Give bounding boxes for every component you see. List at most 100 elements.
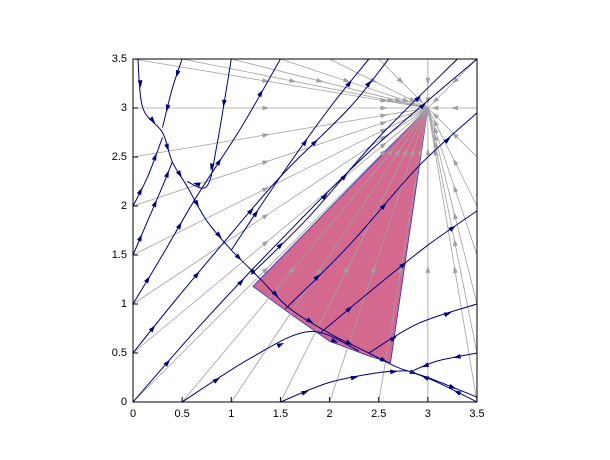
trajectory-arrow [212,377,220,384]
trajectory-arrow [379,202,387,210]
ray [280,107,429,403]
trajectory-arrow [175,69,181,78]
y-tick-label: 1 [121,298,127,310]
trajectory-arrow [421,362,430,368]
trajectory-arrow [137,80,143,88]
trajectory [181,330,360,403]
ray-arrow [453,158,459,166]
ray-arrow [425,77,431,86]
ray-arrow [261,240,269,247]
ray [132,107,428,158]
ray-arrow [387,97,395,103]
trajectory-arrow [320,193,328,201]
trajectory-arrow [365,80,372,88]
trajectory-arrow [345,80,352,88]
trajectory-arrow [136,187,143,196]
trajectory [186,58,232,189]
trajectory-arrow [453,390,462,396]
trajectory [132,58,389,354]
trajectory-arrow [330,337,339,343]
ray [427,107,478,305]
trajectory-arrow [144,276,150,284]
ray [132,107,429,354]
ray-arrow [450,105,459,111]
ray-arrow [396,77,404,84]
trajectory [368,303,478,354]
trajectory-arrow [350,375,359,381]
ray-arrow [342,77,351,83]
trajectory-arrow [163,170,169,179]
trajectory-arrow [313,274,321,282]
ray [132,107,429,403]
trajectory-arrow [389,336,397,342]
x-tick-label: 2 [327,408,333,420]
trajectory-arrow [237,279,244,286]
ray-arrow [433,140,439,149]
ray-arrow [433,119,439,127]
trajectory-arrow [276,343,285,349]
ray-arrow [425,148,431,156]
ray-arrow [431,105,439,111]
plot-frame [132,58,478,403]
ray [132,107,429,256]
ray [230,107,429,403]
trajectory-arrow [163,359,171,367]
ray-arrow [417,148,423,156]
ray-arrow [262,105,270,111]
trajectory-arrow [340,173,347,181]
trajectory-arrow [193,182,201,188]
region [252,106,429,364]
ray-arrow [343,266,349,274]
trajectory-arrow [448,383,457,389]
trajectory-arrow [136,234,142,242]
trajectory-arrow [215,231,222,239]
ray-arrow [402,148,408,157]
x-tick-label: 0.5 [174,408,189,420]
trajectory-arrow [249,268,257,275]
trajectory [137,58,478,398]
trajectory-arrow [345,339,353,345]
trajectory-arrow [390,369,398,375]
trajectory [132,58,478,403]
ray [132,107,428,207]
ray [231,58,428,109]
x-tick-label: 2.5 [371,408,386,420]
ray-arrow [409,148,415,156]
trajectory [412,372,478,403]
ray-arrow [289,78,297,83]
ray-arrow [453,211,458,220]
y-tick-label: 0.5 [112,347,127,359]
ray [378,107,429,403]
ray-arrow [387,149,394,157]
ray-arrow [433,126,439,134]
ray-arrow [452,77,459,84]
ray-arrow [262,133,270,138]
ray-arrow [453,185,459,193]
ray-arrow [379,128,388,134]
ray-arrow [401,97,410,102]
trajectory-arrow [164,143,169,151]
trajectory-arrow [443,312,452,318]
trajectory-arrow [151,199,157,208]
trajectory [132,58,281,305]
ray [132,58,428,109]
trajectory-arrow [418,102,426,110]
trajectory-arrow [421,376,430,381]
ray [132,107,429,305]
trajectory-arrow [301,390,309,396]
ray-arrow [453,265,458,274]
y-tick-label: 2.5 [112,151,127,163]
trajectory-arrow [193,199,199,208]
y-tick-label: 3.5 [112,53,127,65]
ray [181,107,429,403]
ray-arrow [380,105,388,111]
trajectory-arrow [148,116,156,124]
trajectory-arrow [379,356,388,363]
trajectory-arrow [151,153,157,161]
ray-arrow [261,160,270,166]
ray [427,107,478,403]
trajectory-arrow [310,139,318,147]
x-tick-label: 1.5 [273,408,288,420]
ray-arrow [316,77,324,83]
